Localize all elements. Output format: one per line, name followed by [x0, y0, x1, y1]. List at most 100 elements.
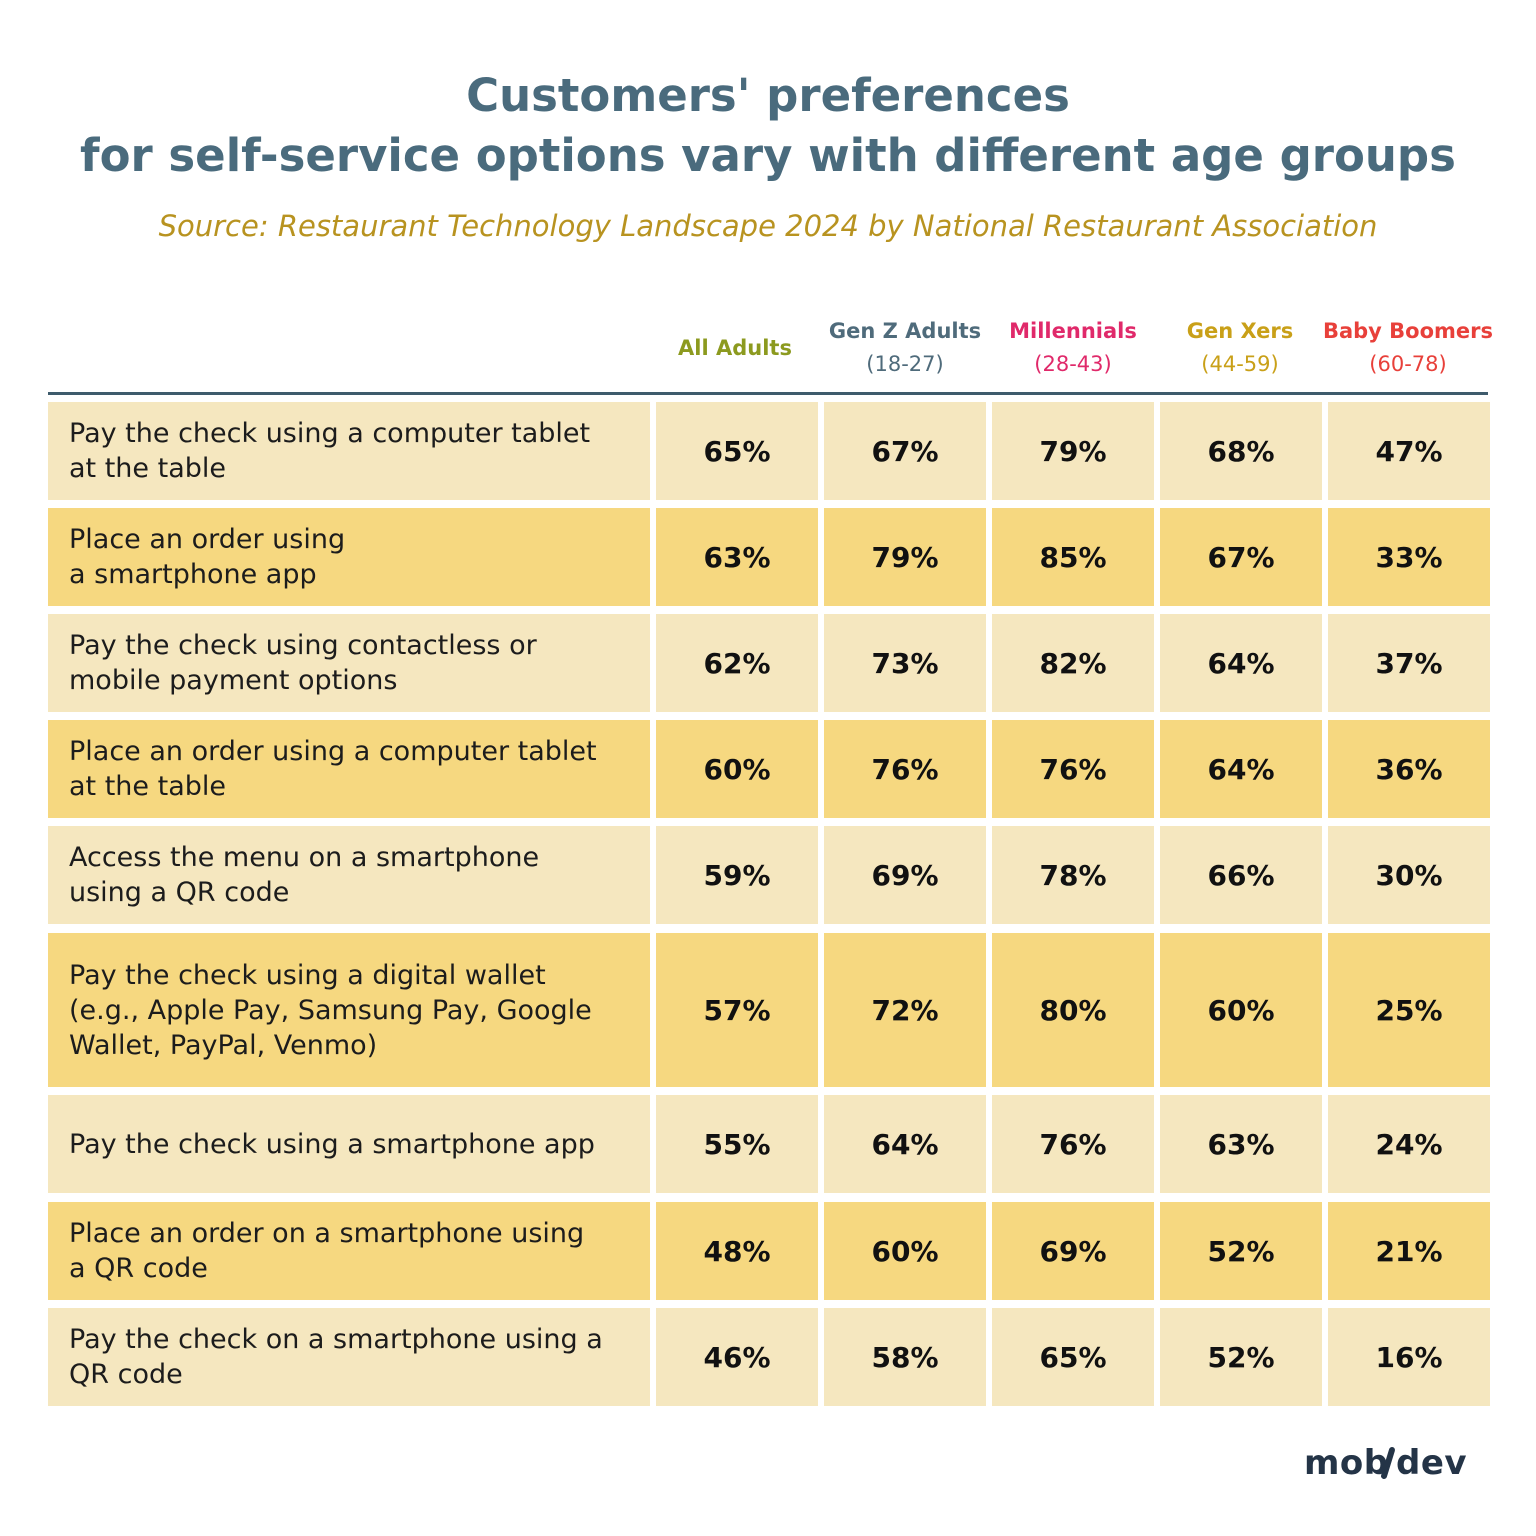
value-cell: 21%: [1328, 1202, 1490, 1300]
value-cell: 69%: [992, 1202, 1154, 1300]
value-cell: 58%: [824, 1308, 986, 1406]
value-cell: 82%: [992, 614, 1154, 712]
value-cell: 62%: [656, 614, 818, 712]
row-label-line: Access the menu on a smartphone: [69, 842, 540, 873]
column-header-name: Gen Xers: [1186, 319, 1294, 343]
svg-text:dev: dev: [1396, 1443, 1467, 1483]
row-label-line: a QR code: [69, 1253, 208, 1284]
row-label-text: Pay the check using a computer tablet at …: [69, 416, 590, 486]
value-cell: 67%: [824, 402, 986, 500]
row-label-4: Place an order using a computer tablet at…: [48, 720, 650, 818]
value-cell: 30%: [1328, 826, 1490, 924]
value-cell: 76%: [992, 720, 1154, 818]
row-label-line: a smartphone app: [69, 559, 317, 590]
column-header-age-range: (44-59): [1201, 352, 1279, 376]
value-cell: 60%: [1160, 933, 1322, 1087]
column-header-age-range: (60-78): [1369, 352, 1447, 376]
column-header-3: Millennials (28-43): [983, 308, 1163, 388]
row-label-line: (e.g., Apple Pay, Samsung Pay, Google: [69, 994, 592, 1026]
row-label-line: Place an order using a computer tablet: [69, 736, 597, 767]
value-cell: 24%: [1328, 1095, 1490, 1193]
mobidev-logo: mob dev: [1304, 1438, 1484, 1488]
chart-subtitle: Source: Restaurant Technology Landscape …: [158, 209, 1378, 243]
row-label-line: Pay the check using contactless or: [69, 630, 537, 661]
value-cell: 59%: [656, 826, 818, 924]
value-cell: 47%: [1328, 402, 1490, 500]
row-label-line: Place an order on a smartphone using: [69, 1218, 585, 1249]
row-label-line: Pay the check using a smartphone app: [69, 1128, 595, 1160]
value-cell: 63%: [656, 508, 818, 606]
value-cell: 65%: [656, 402, 818, 500]
row-label-2: Place an order using a smartphone app: [48, 508, 650, 606]
row-label-line: Place an order using: [69, 524, 346, 555]
column-header-2: Gen Z Adults (18-27): [815, 308, 995, 388]
value-cell: 67%: [1160, 508, 1322, 606]
row-label-text: Place an order using a smartphone app: [69, 522, 345, 592]
mobidev-logo-mark: mob dev: [1304, 1443, 1467, 1483]
row-label-line: QR code: [69, 1359, 183, 1390]
value-cell: 65%: [992, 1308, 1154, 1406]
value-cell: 64%: [1160, 614, 1322, 712]
column-header-name: Baby Boomers: [1322, 319, 1494, 343]
row-label-line: at the table: [69, 771, 226, 802]
value-cell: 79%: [992, 402, 1154, 500]
row-label-3: Pay the check using contactless or mobile…: [48, 614, 650, 712]
row-label-text: Place an order using a computer tablet at…: [69, 734, 597, 804]
column-header-age-range: (18-27): [866, 352, 944, 376]
value-cell: 73%: [824, 614, 986, 712]
header-divider: [48, 392, 1488, 395]
row-label-9: Pay the check on a smartphone using a QR …: [48, 1308, 650, 1406]
chart-title-line-1: Customers' preferences: [466, 69, 1070, 122]
value-cell: 60%: [824, 1202, 986, 1300]
value-cell: 25%: [1328, 933, 1490, 1087]
column-header-name: Gen Z Adults: [828, 319, 982, 343]
row-label-line: at the table: [69, 453, 226, 484]
row-label-line: mobile payment options: [69, 665, 398, 696]
column-header-5: Baby Boomers (60-78): [1318, 308, 1498, 388]
column-header-age-range: (28-43): [1034, 352, 1112, 376]
value-cell: 63%: [1160, 1095, 1322, 1193]
row-label-line: Pay the check on a smartphone using a: [69, 1324, 603, 1355]
value-cell: 68%: [1160, 402, 1322, 500]
row-label-line: Wallet, PayPal, Venmo): [69, 1029, 378, 1061]
chart-title: Customers' preferences for self-service …: [0, 66, 1536, 186]
row-label-5: Access the menu on a smartphone using a Q…: [48, 826, 650, 924]
row-label-8: Place an order on a smartphone using a QR…: [48, 1202, 650, 1300]
column-header-name: Millennials: [1009, 319, 1137, 343]
value-cell: 72%: [824, 933, 986, 1087]
column-header-1: All Adults: [645, 308, 825, 388]
chart-title-line-2: for self-service options vary with diffe…: [80, 129, 1456, 182]
row-label-text: Place an order on a smartphone using a QR…: [69, 1216, 584, 1286]
value-cell: 64%: [824, 1095, 986, 1193]
value-cell: 85%: [992, 508, 1154, 606]
value-cell: 69%: [824, 826, 986, 924]
row-label-text: Pay the check on a smartphone using a QR …: [69, 1322, 603, 1392]
row-label-1: Pay the check using a computer tablet at …: [48, 402, 650, 500]
row-label-text: Pay the check using contactless or mobile…: [69, 628, 537, 698]
value-cell: 33%: [1328, 508, 1490, 606]
value-cell: 57%: [656, 933, 818, 1087]
row-label-line: Pay the check using a digital wallet: [69, 959, 546, 991]
row-label-6: Pay the check using a digital wallet (e.g…: [48, 933, 650, 1087]
value-cell: 60%: [656, 720, 818, 818]
row-label-text: Pay the check using a smartphone app: [69, 1127, 595, 1162]
value-cell: 48%: [656, 1202, 818, 1300]
value-cell: 79%: [824, 508, 986, 606]
column-header-name: All Adults: [678, 335, 792, 360]
column-header-4: Gen Xers (44-59): [1150, 308, 1330, 388]
value-cell: 64%: [1160, 720, 1322, 818]
value-cell: 52%: [1160, 1308, 1322, 1406]
value-cell: 80%: [992, 933, 1154, 1087]
row-label-text: Pay the check using a digital wallet (e.g…: [69, 958, 592, 1063]
value-cell: 78%: [992, 826, 1154, 924]
svg-text:mob: mob: [1304, 1443, 1389, 1483]
value-cell: 55%: [656, 1095, 818, 1193]
value-cell: 16%: [1328, 1308, 1490, 1406]
value-cell: 76%: [824, 720, 986, 818]
row-label-line: Pay the check using a computer tablet: [69, 418, 591, 449]
value-cell: 76%: [992, 1095, 1154, 1193]
value-cell: 52%: [1160, 1202, 1322, 1300]
value-cell: 46%: [656, 1308, 818, 1406]
row-label-7: Pay the check using a smartphone app: [48, 1095, 650, 1193]
value-cell: 37%: [1328, 614, 1490, 712]
